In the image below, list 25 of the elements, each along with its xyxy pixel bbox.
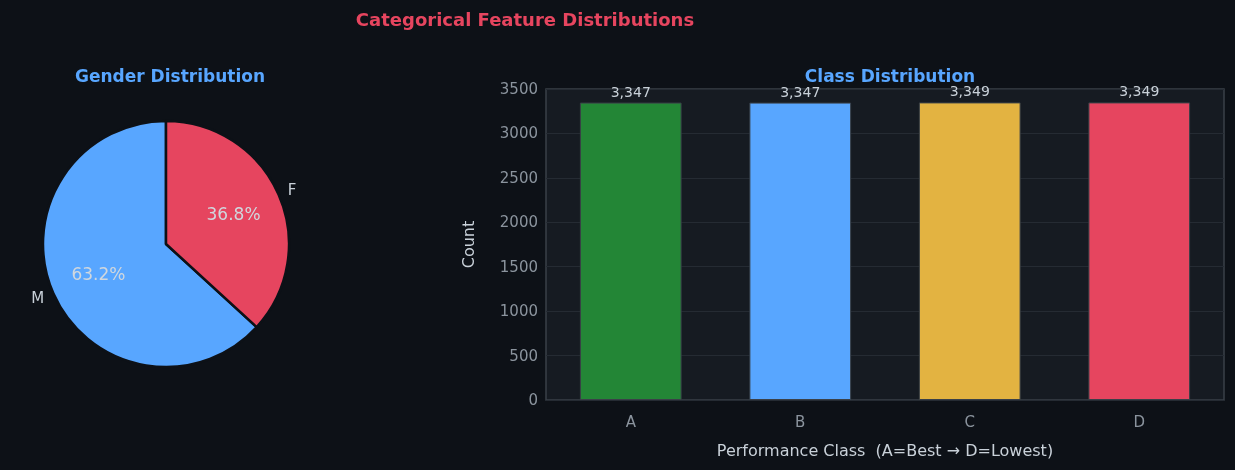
x-axis-title: Performance Class (A=Best → D=Lowest): [716, 440, 1054, 460]
y-tick-label: 2000: [499, 213, 538, 232]
slice-label: M: [31, 288, 45, 307]
y-axis-title: Count: [458, 220, 478, 269]
data-label: 3,349: [949, 83, 990, 100]
chart-title: Gender Distribution: [75, 65, 265, 86]
y-tick-label: 2500: [499, 168, 538, 187]
x-tick-label: B: [795, 412, 806, 431]
x-tick-label: D: [1133, 412, 1146, 431]
y-tick-label: 3500: [499, 80, 538, 98]
data-label: 3,347: [610, 83, 651, 100]
data-label: 3,347: [780, 83, 821, 100]
x-tick-label: C: [964, 412, 975, 431]
slice-label: F: [287, 181, 297, 200]
data-label: 36.8%: [206, 204, 261, 225]
data-label: 63.2%: [71, 263, 126, 284]
y-tick-label: 1500: [499, 257, 538, 276]
y-tick-label: 500: [509, 346, 538, 365]
data-label: 3,349: [1119, 83, 1160, 100]
y-tick-label: 1000: [499, 302, 538, 321]
text: Categorical Feature Distributions: [354, 8, 696, 32]
y-tick-label: 0: [528, 391, 538, 409]
x-tick-label: A: [625, 412, 637, 431]
chart-title: Class Distribution: [804, 65, 976, 86]
y-tick-label: 3000: [499, 124, 538, 143]
